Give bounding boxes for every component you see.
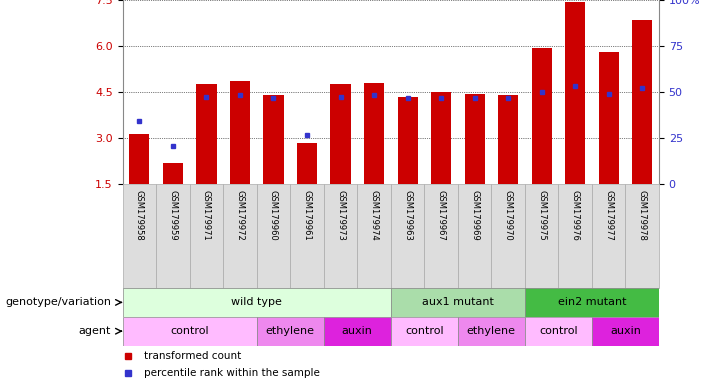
FancyBboxPatch shape [123,184,156,288]
FancyBboxPatch shape [525,288,659,317]
Bar [465,94,484,184]
Text: GSM179977: GSM179977 [604,190,613,240]
FancyBboxPatch shape [458,317,525,346]
Bar [297,143,317,184]
Text: control: control [405,326,444,336]
FancyBboxPatch shape [625,184,659,288]
FancyBboxPatch shape [391,288,525,317]
Text: GSM179971: GSM179971 [202,190,211,240]
Text: ein2 mutant: ein2 mutant [558,297,626,308]
FancyBboxPatch shape [358,184,391,288]
Bar [330,84,350,184]
FancyBboxPatch shape [257,317,324,346]
Text: GSM179967: GSM179967 [437,190,446,240]
FancyBboxPatch shape [324,184,358,288]
Bar [531,48,552,184]
Text: GSM179978: GSM179978 [638,190,647,240]
Text: GSM179959: GSM179959 [168,190,177,240]
Text: ethylene: ethylene [266,326,315,336]
Text: GSM179976: GSM179976 [571,190,580,240]
Text: transformed count: transformed count [144,351,241,361]
Bar [431,92,451,184]
Bar [632,20,652,184]
Text: control: control [170,326,209,336]
FancyBboxPatch shape [223,184,257,288]
FancyBboxPatch shape [458,184,491,288]
Text: auxin: auxin [610,326,641,336]
Bar [397,97,418,184]
Bar [130,134,149,184]
FancyBboxPatch shape [592,317,659,346]
Bar [498,95,518,184]
Text: GSM179970: GSM179970 [503,190,512,240]
Text: GSM179961: GSM179961 [303,190,311,240]
Text: GSM179963: GSM179963 [403,190,412,240]
Text: aux1 mutant: aux1 mutant [422,297,494,308]
FancyBboxPatch shape [324,317,391,346]
Bar [163,163,183,184]
Bar [364,83,384,184]
Text: agent: agent [79,326,111,336]
Text: control: control [539,326,578,336]
Text: genotype/variation: genotype/variation [5,297,111,308]
FancyBboxPatch shape [391,184,424,288]
FancyBboxPatch shape [190,184,223,288]
Bar [230,81,250,184]
Text: GSM179960: GSM179960 [269,190,278,240]
FancyBboxPatch shape [491,184,525,288]
Bar [196,84,217,184]
Text: auxin: auxin [342,326,373,336]
FancyBboxPatch shape [559,184,592,288]
FancyBboxPatch shape [525,317,592,346]
FancyBboxPatch shape [123,288,391,317]
Text: GSM179969: GSM179969 [470,190,479,240]
FancyBboxPatch shape [257,184,290,288]
FancyBboxPatch shape [424,184,458,288]
FancyBboxPatch shape [290,184,324,288]
Text: GSM179974: GSM179974 [369,190,379,240]
Bar [264,95,283,184]
FancyBboxPatch shape [525,184,559,288]
Text: ethylene: ethylene [467,326,516,336]
FancyBboxPatch shape [156,184,190,288]
Text: GSM179972: GSM179972 [236,190,245,240]
Text: GSM179973: GSM179973 [336,190,345,240]
Text: GSM179958: GSM179958 [135,190,144,240]
Bar [599,52,619,184]
Text: percentile rank within the sample: percentile rank within the sample [144,368,320,378]
Text: GSM179975: GSM179975 [537,190,546,240]
FancyBboxPatch shape [123,317,257,346]
Text: wild type: wild type [231,297,283,308]
Bar [565,2,585,184]
FancyBboxPatch shape [592,184,625,288]
FancyBboxPatch shape [391,317,458,346]
